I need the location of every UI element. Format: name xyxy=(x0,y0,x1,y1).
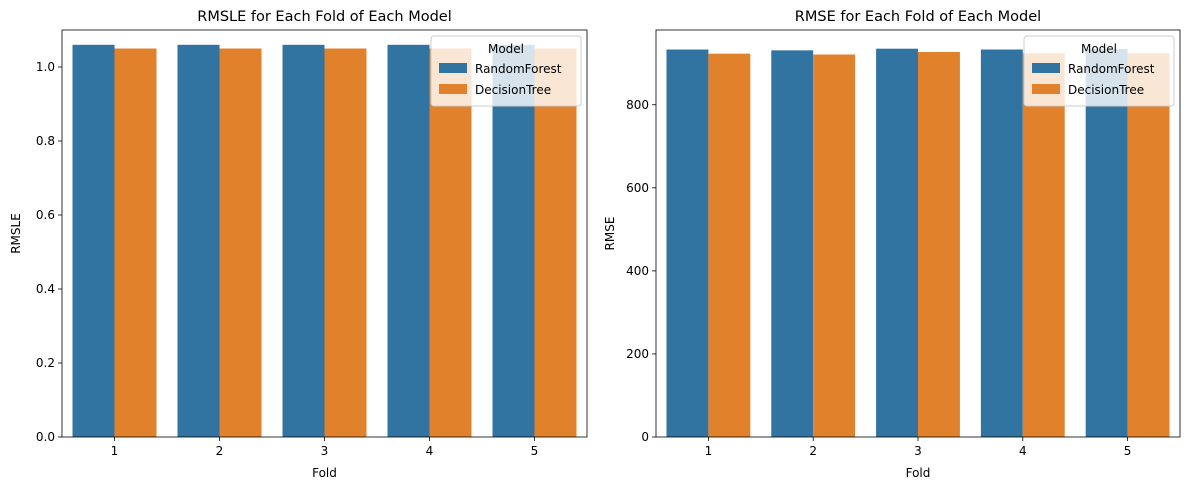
y-axis-label: RMSE xyxy=(603,217,617,251)
x-tick-label: 4 xyxy=(1019,444,1027,458)
legend-label-decisiontree: DecisionTree xyxy=(475,83,551,97)
y-tick-label: 200 xyxy=(626,347,649,361)
bar-randomforest-fold-1 xyxy=(72,44,115,438)
bar-decisiontree-fold-5 xyxy=(534,48,577,437)
bar-decisiontree-fold-1 xyxy=(114,48,157,437)
legend: Model RandomForest DecisionTree xyxy=(430,35,582,107)
legend-swatch-decisiontree xyxy=(1032,84,1060,94)
chart-title: RMSLE for Each Fold of Each Model xyxy=(197,9,451,25)
legend-title: Model xyxy=(488,42,524,56)
y-tick-label: 0.4 xyxy=(36,282,55,296)
y-tick-label: 600 xyxy=(626,181,649,195)
bar-randomforest-fold-5 xyxy=(492,44,535,438)
bar-randomforest-fold-5 xyxy=(1085,49,1128,437)
x-tick-label: 3 xyxy=(914,444,922,458)
chart-title: RMSE for Each Fold of Each Model xyxy=(795,9,1041,25)
bar-randomforest-fold-2 xyxy=(771,50,814,437)
y-tick-label: 1.0 xyxy=(36,60,55,74)
y-tick-label: 0.0 xyxy=(36,430,55,444)
rmse-chart: 0 200 400 600 800 1 2 3 4 5 RMSE for Each Fold of … xyxy=(603,9,1181,480)
x-tick-label: 2 xyxy=(216,444,224,458)
bar-decisiontree-fold-3 xyxy=(324,48,367,437)
bar-decisiontree-fold-4 xyxy=(1022,53,1065,437)
bar-decisiontree-fold-3 xyxy=(918,52,960,437)
legend-swatch-randomforest xyxy=(439,63,467,73)
x-tick-label: 5 xyxy=(531,444,539,458)
bar-randomforest-fold-3 xyxy=(282,44,325,438)
bar-randomforest-fold-1 xyxy=(666,49,709,438)
y-axis-label: RMSLE xyxy=(9,213,23,254)
y-tick-label: 0 xyxy=(641,430,649,444)
legend-title: Model xyxy=(1081,42,1117,56)
legend: Model RandomForest DecisionTree xyxy=(1023,35,1175,107)
legend-swatch-randomforest xyxy=(1032,63,1060,73)
x-tick-label: 4 xyxy=(426,444,434,458)
legend-box xyxy=(430,35,582,107)
y-tick-label: 0.8 xyxy=(36,134,55,148)
x-tick-label: 1 xyxy=(111,444,119,458)
bar-randomforest-fold-3 xyxy=(876,48,918,437)
legend-swatch-decisiontree xyxy=(439,84,467,94)
bar-decisiontree-fold-1 xyxy=(708,53,751,438)
bar-decisiontree-fold-5 xyxy=(1127,53,1170,437)
legend-label-decisiontree: DecisionTree xyxy=(1068,83,1144,97)
bar-randomforest-fold-4 xyxy=(387,44,430,438)
y-tick-label: 400 xyxy=(626,264,649,278)
bar-decisiontree-fold-4 xyxy=(429,48,472,437)
bar-decisiontree-fold-2 xyxy=(219,48,262,437)
bar-randomforest-fold-4 xyxy=(980,49,1023,438)
x-tick-label: 2 xyxy=(809,444,817,458)
y-tick-label: 800 xyxy=(626,98,649,112)
x-tick-label: 1 xyxy=(705,444,713,458)
y-tick-label: 0.6 xyxy=(36,208,55,222)
y-tick-label: 0.2 xyxy=(36,356,55,370)
bar-decisiontree-fold-2 xyxy=(813,54,856,437)
x-tick-label: 5 xyxy=(1124,444,1132,458)
legend-box xyxy=(1023,35,1175,107)
legend-label-randomforest: RandomForest xyxy=(1068,62,1155,76)
x-tick-label: 3 xyxy=(321,444,329,458)
rmsle-chart: 0.0 0.2 0.4 0.6 0.8 1.0 1 2 3 4 5 RMSLE for Each Fo… xyxy=(9,9,588,480)
x-axis-label: Fold xyxy=(906,466,931,480)
legend-label-randomforest: RandomForest xyxy=(475,62,562,76)
x-axis-label: Fold xyxy=(312,466,337,480)
bar-randomforest-fold-2 xyxy=(177,44,220,438)
